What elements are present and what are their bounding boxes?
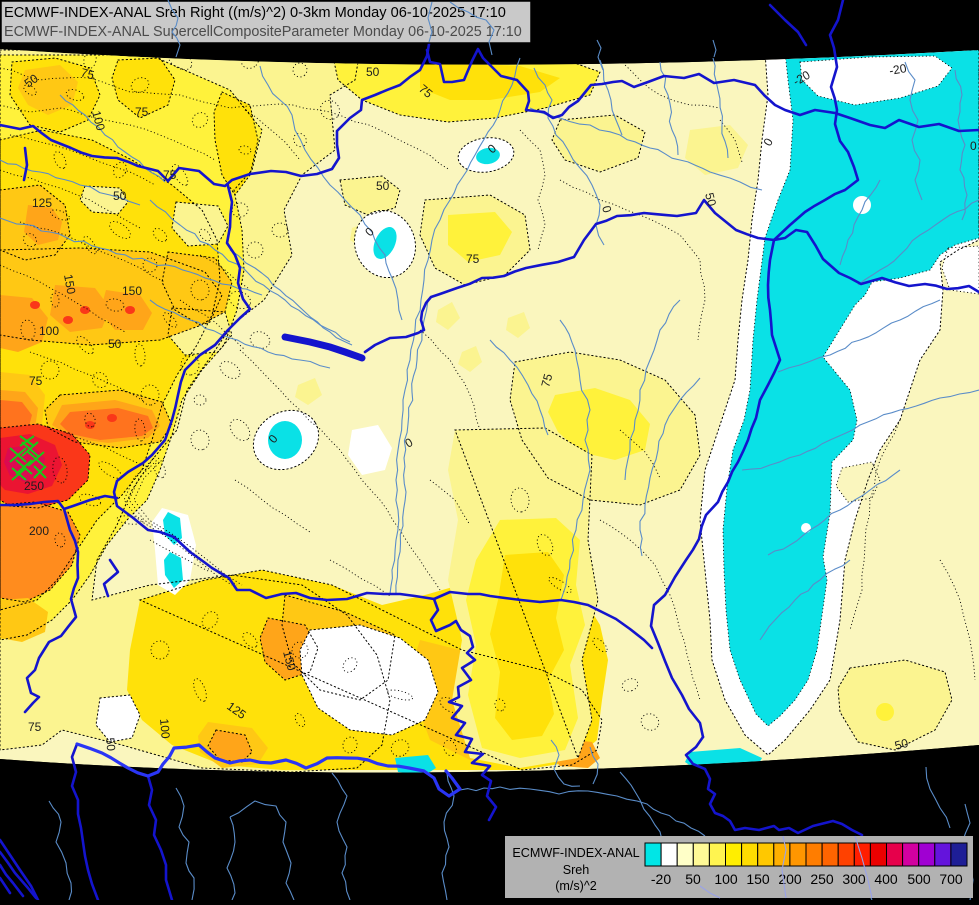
svg-text:75: 75 xyxy=(79,65,96,82)
svg-text:ECMWF-INDEX-ANAL Sreh Right ((: ECMWF-INDEX-ANAL Sreh Right ((m/s)^2) 0-… xyxy=(4,5,506,21)
svg-text:75: 75 xyxy=(29,374,43,388)
svg-text:300: 300 xyxy=(842,871,866,887)
svg-text:100: 100 xyxy=(714,871,738,887)
svg-text:150: 150 xyxy=(61,273,78,295)
svg-text:75: 75 xyxy=(538,372,555,389)
svg-text:150: 150 xyxy=(746,871,770,887)
svg-text:150: 150 xyxy=(122,284,142,298)
svg-text:ECMWF-INDEX-ANAL SupercellComp: ECMWF-INDEX-ANAL SupercellCompositeParam… xyxy=(4,24,522,40)
svg-text:50: 50 xyxy=(685,871,701,887)
svg-text:75: 75 xyxy=(163,168,177,182)
svg-text:-20: -20 xyxy=(888,61,908,78)
svg-text:125: 125 xyxy=(32,196,52,210)
svg-text:50: 50 xyxy=(702,191,719,208)
svg-text:250: 250 xyxy=(810,871,834,887)
svg-text:(m/s)^2: (m/s)^2 xyxy=(555,879,597,893)
svg-text:200: 200 xyxy=(29,524,49,538)
svg-text:50: 50 xyxy=(113,189,127,203)
svg-text:500: 500 xyxy=(907,871,931,887)
svg-text:50: 50 xyxy=(893,736,910,753)
svg-text:75: 75 xyxy=(28,720,42,734)
svg-text:100: 100 xyxy=(89,109,108,132)
svg-text:0: 0 xyxy=(970,139,977,153)
svg-text:-20: -20 xyxy=(651,871,671,887)
svg-text:ECMWF-INDEX-ANAL: ECMWF-INDEX-ANAL xyxy=(512,846,639,860)
svg-text:100: 100 xyxy=(39,324,59,338)
svg-text:100: 100 xyxy=(157,718,173,739)
svg-text:75: 75 xyxy=(135,105,149,119)
svg-text:250: 250 xyxy=(24,479,44,493)
svg-text:400: 400 xyxy=(874,871,898,887)
svg-text:150: 150 xyxy=(280,649,299,672)
svg-text:200: 200 xyxy=(778,871,802,887)
svg-text:0: 0 xyxy=(599,204,614,214)
svg-text:75: 75 xyxy=(466,252,480,266)
svg-text:50: 50 xyxy=(376,179,390,193)
svg-text:50: 50 xyxy=(366,65,380,79)
svg-text:50: 50 xyxy=(103,737,118,752)
svg-text:Sreh: Sreh xyxy=(563,863,590,877)
svg-text:700: 700 xyxy=(939,871,963,887)
svg-text:50: 50 xyxy=(108,337,122,351)
